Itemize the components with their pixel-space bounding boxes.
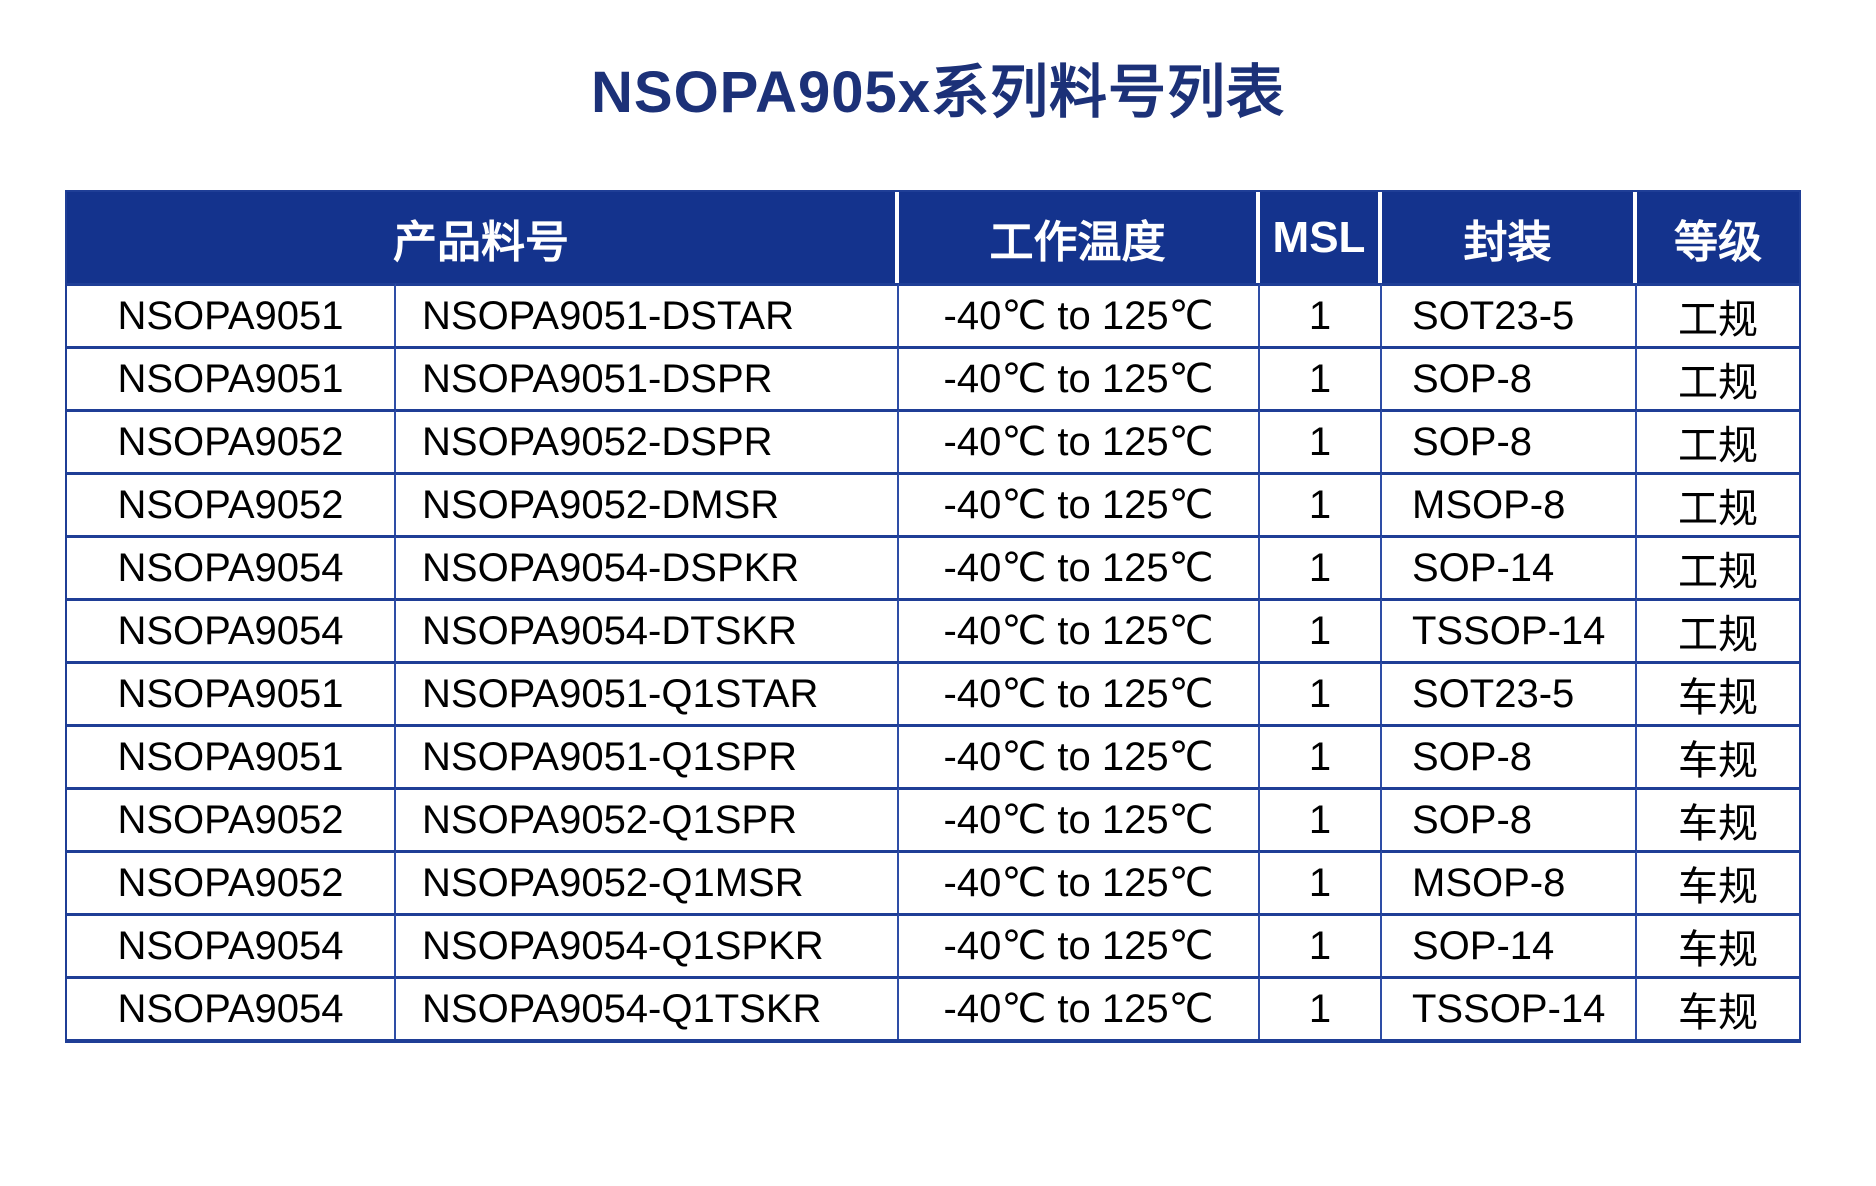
table-row: NSOPA9054 NSOPA9054-DTSKR -40℃ to 125℃ 1 TSS…: [67, 598, 1799, 661]
cell-package: SOP-8: [1382, 787, 1637, 850]
cell-series: NSOPA9051: [67, 283, 396, 346]
cell-grade: 车规: [1637, 976, 1799, 1039]
cell-msl: 1: [1260, 787, 1382, 850]
cell-msl: 1: [1260, 976, 1382, 1039]
part-number-table: 产品料号 工作温度 MSL 封装 等级 NSOPA9051 NSOPA9051-D…: [65, 190, 1801, 1043]
cell-package: SOP-14: [1382, 535, 1637, 598]
header-product-part-number: 产品料号: [67, 192, 899, 283]
cell-temp-range: -40℃ to 125℃: [899, 283, 1260, 346]
cell-series: NSOPA9052: [67, 409, 396, 472]
cell-msl: 1: [1260, 472, 1382, 535]
cell-part-number: NSOPA9054-DSPKR: [396, 535, 899, 598]
cell-package: SOT23-5: [1382, 283, 1637, 346]
cell-temp-range: -40℃ to 125℃: [899, 976, 1260, 1039]
cell-temp-range: -40℃ to 125℃: [899, 850, 1260, 913]
cell-package: TSSOP-14: [1382, 598, 1637, 661]
cell-msl: 1: [1260, 535, 1382, 598]
cell-series: NSOPA9051: [67, 661, 396, 724]
table-header-row: 产品料号 工作温度 MSL 封装 等级: [67, 192, 1799, 283]
table-row: NSOPA9051 NSOPA9051-Q1SPR -40℃ to 125℃ 1 SOP…: [67, 724, 1799, 787]
cell-msl: 1: [1260, 661, 1382, 724]
cell-grade: 车规: [1637, 787, 1799, 850]
cell-msl: 1: [1260, 346, 1382, 409]
cell-part-number: NSOPA9052-Q1SPR: [396, 787, 899, 850]
cell-grade: 车规: [1637, 724, 1799, 787]
cell-grade: 工规: [1637, 409, 1799, 472]
cell-msl: 1: [1260, 913, 1382, 976]
cell-grade: 工规: [1637, 535, 1799, 598]
cell-temp-range: -40℃ to 125℃: [899, 409, 1260, 472]
cell-part-number: NSOPA9054-DTSKR: [396, 598, 899, 661]
cell-temp-range: -40℃ to 125℃: [899, 472, 1260, 535]
cell-temp-range: -40℃ to 125℃: [899, 346, 1260, 409]
cell-package: SOP-8: [1382, 409, 1637, 472]
header-package: 封装: [1382, 192, 1637, 283]
table-row: NSOPA9054 NSOPA9054-Q1TSKR -40℃ to 125℃ 1 TS…: [67, 976, 1799, 1039]
cell-temp-range: -40℃ to 125℃: [899, 724, 1260, 787]
cell-grade: 工规: [1637, 598, 1799, 661]
cell-part-number: NSOPA9052-Q1MSR: [396, 850, 899, 913]
cell-package: SOP-8: [1382, 724, 1637, 787]
header-msl: MSL: [1260, 192, 1382, 283]
cell-series: NSOPA9054: [67, 913, 396, 976]
cell-part-number: NSOPA9051-Q1SPR: [396, 724, 899, 787]
table-row: NSOPA9052 NSOPA9052-Q1SPR -40℃ to 125℃ 1 SOP…: [67, 787, 1799, 850]
cell-msl: 1: [1260, 409, 1382, 472]
cell-grade: 车规: [1637, 913, 1799, 976]
page-title: NSOPA905x系列料号列表: [591, 60, 1285, 125]
cell-package: MSOP-8: [1382, 472, 1637, 535]
cell-msl: 1: [1260, 724, 1382, 787]
cell-part-number: NSOPA9051-Q1STAR: [396, 661, 899, 724]
cell-grade: 工规: [1637, 346, 1799, 409]
cell-part-number: NSOPA9052-DSPR: [396, 409, 899, 472]
table-row: NSOPA9052 NSOPA9052-DMSR -40℃ to 125℃ 1 MSOP…: [67, 472, 1799, 535]
cell-part-number: NSOPA9052-DMSR: [396, 472, 899, 535]
cell-series: NSOPA9054: [67, 535, 396, 598]
cell-grade: 工规: [1637, 283, 1799, 346]
cell-package: SOP-14: [1382, 913, 1637, 976]
table-row: NSOPA9051 NSOPA9051-DSPR -40℃ to 125℃ 1 SOP-…: [67, 346, 1799, 409]
cell-part-number: NSOPA9054-Q1TSKR: [396, 976, 899, 1039]
cell-package: TSSOP-14: [1382, 976, 1637, 1039]
table-row: NSOPA9051 NSOPA9051-DSTAR -40℃ to 125℃ 1 SOT…: [67, 283, 1799, 346]
cell-msl: 1: [1260, 850, 1382, 913]
table-row: NSOPA9052 NSOPA9052-DSPR -40℃ to 125℃ 1 SOP-…: [67, 409, 1799, 472]
cell-msl: 1: [1260, 598, 1382, 661]
cell-temp-range: -40℃ to 125℃: [899, 535, 1260, 598]
cell-package: MSOP-8: [1382, 850, 1637, 913]
header-operating-temperature: 工作温度: [899, 192, 1260, 283]
table-row: NSOPA9054 NSOPA9054-DSPKR -40℃ to 125℃ 1 SOP…: [67, 535, 1799, 598]
cell-part-number: NSOPA9051-DSTAR: [396, 283, 899, 346]
cell-package: SOT23-5: [1382, 661, 1637, 724]
cell-temp-range: -40℃ to 125℃: [899, 598, 1260, 661]
cell-part-number: NSOPA9051-DSPR: [396, 346, 899, 409]
table-body: NSOPA9051 NSOPA9051-DSTAR -40℃ to 125℃ 1 SOT…: [67, 283, 1799, 1039]
cell-series: NSOPA9052: [67, 787, 396, 850]
cell-grade: 工规: [1637, 472, 1799, 535]
cell-grade: 车规: [1637, 850, 1799, 913]
cell-temp-range: -40℃ to 125℃: [899, 913, 1260, 976]
table-row: NSOPA9051 NSOPA9051-Q1STAR -40℃ to 125℃ 1 SO…: [67, 661, 1799, 724]
cell-series: NSOPA9051: [67, 724, 396, 787]
table-row: NSOPA9052 NSOPA9052-Q1MSR -40℃ to 125℃ 1 MSO…: [67, 850, 1799, 913]
cell-package: SOP-8: [1382, 346, 1637, 409]
table-header: 产品料号 工作温度 MSL 封装 等级: [67, 192, 1799, 283]
cell-series: NSOPA9054: [67, 598, 396, 661]
cell-temp-range: -40℃ to 125℃: [899, 661, 1260, 724]
cell-temp-range: -40℃ to 125℃: [899, 787, 1260, 850]
cell-series: NSOPA9052: [67, 850, 396, 913]
cell-part-number: NSOPA9054-Q1SPKR: [396, 913, 899, 976]
header-grade: 等级: [1637, 192, 1799, 283]
cell-grade: 车规: [1637, 661, 1799, 724]
cell-series: NSOPA9051: [67, 346, 396, 409]
cell-series: NSOPA9052: [67, 472, 396, 535]
cell-series: NSOPA9054: [67, 976, 396, 1039]
table-row: NSOPA9054 NSOPA9054-Q1SPKR -40℃ to 125℃ 1 SO…: [67, 913, 1799, 976]
cell-msl: 1: [1260, 283, 1382, 346]
